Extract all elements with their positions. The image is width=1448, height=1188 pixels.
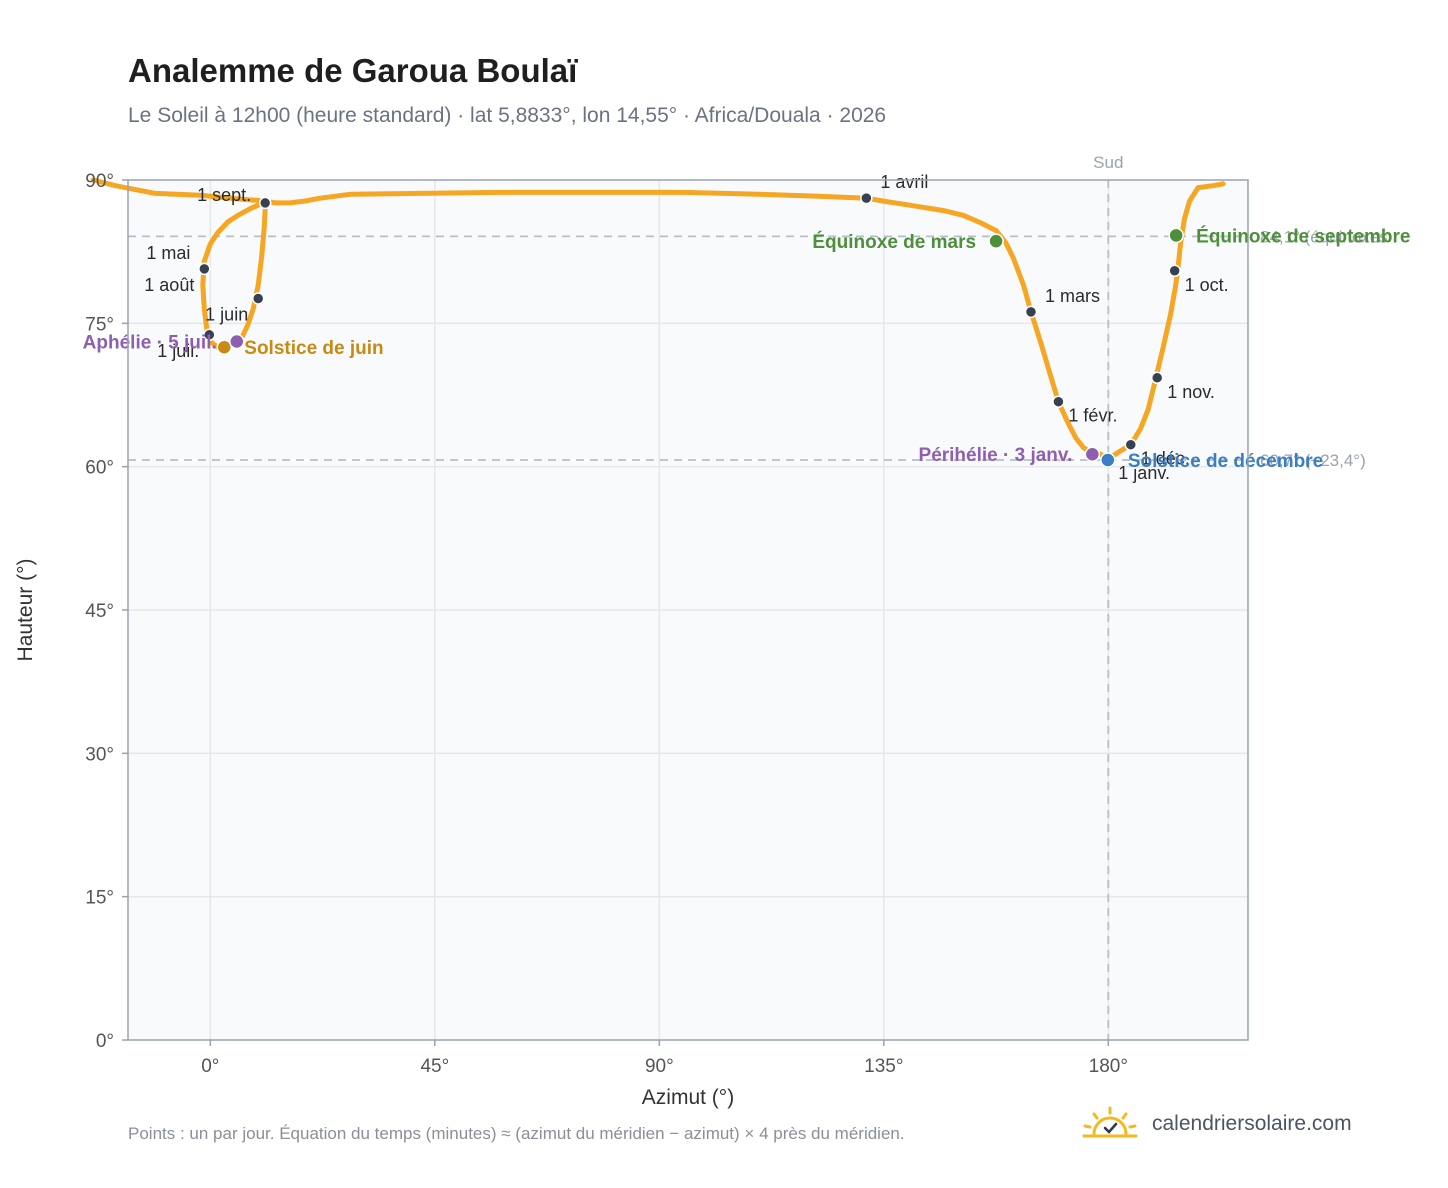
month-point-1-fevr <box>1052 395 1065 408</box>
month-label-1-mars: 1 mars <box>1045 286 1100 306</box>
month-label-1-aout: 1 août <box>144 275 194 295</box>
month-point-1-avril <box>860 191 873 205</box>
event-label-equinoxe-de-mars: Équinoxe de mars <box>812 231 976 253</box>
month-label-1-juil: 1 juil. <box>157 341 199 361</box>
event-point-solstice-de-decembre <box>1100 452 1116 468</box>
y-tick-label: 90° <box>85 171 114 192</box>
chart-subtitle: Le Soleil à 12h00 (heure standard) · lat… <box>128 104 887 127</box>
sun-check-icon <box>1082 1106 1138 1138</box>
event-label-equinoxe-de-septembre: Équinoxe de septembre <box>1196 225 1410 247</box>
month-point-1-oct <box>1168 264 1181 278</box>
reference-line-label: 84,1° (équinoxes <box>1260 227 1388 246</box>
x-axis-label: Azimut (°) <box>642 1086 734 1109</box>
chart-marks: 1 janv. 1 févr. 1 mars 1 avril 1 mai 1 juin 1 … <box>83 172 1411 483</box>
event-label-aphelie-5-juil: Aphélie · 5 juil. <box>83 332 217 353</box>
x-tick-label: 135° <box>864 1056 903 1077</box>
month-point-1-mars <box>1024 305 1038 319</box>
reference-line-label: 60,7° (−23,4°) <box>1260 451 1366 470</box>
brand[interactable]: calendriersolaire.com <box>1082 1102 1352 1146</box>
event-label-solstice-de-juin: Solstice de juin <box>244 338 383 359</box>
month-label-1-nov: 1 nov. <box>1167 382 1215 402</box>
y-tick-label: 30° <box>85 744 114 765</box>
month-label-1-janv: 1 janv. <box>1118 463 1170 483</box>
month-point-1-juil <box>203 328 216 342</box>
event-label-perihelie-3-janv: Périhélie · 3 janv. <box>919 445 1073 466</box>
event-point-equinoxe-de-septembre <box>1168 227 1184 244</box>
reference-lines: 84,1° (équinoxes 60,7° (−23,4°) Sud <box>128 153 1388 1040</box>
month-label-1-fevr: 1 févr. <box>1068 406 1117 426</box>
axis-ticks: 0° 45° 90° 135° 180° 0° 15° 30° 45° 60° 75° 90° <box>85 171 1128 1077</box>
x-tick-label: 0° <box>201 1056 219 1077</box>
y-tick-label: 45° <box>85 601 114 622</box>
event-point-equinoxe-de-mars <box>988 233 1004 249</box>
month-point-1-nov <box>1150 371 1164 385</box>
y-tick-label: 15° <box>85 888 114 909</box>
month-point-1-juin <box>251 292 265 305</box>
x-tick-label: 180° <box>1089 1056 1128 1077</box>
footer-note: Points : un par jour. Équation du temps … <box>128 1124 905 1143</box>
event-point-aphelie-5-juil <box>229 333 245 350</box>
month-label-1-sept: 1 sept. <box>197 185 251 205</box>
month-point-1-aout <box>198 262 211 276</box>
month-point-1-sept <box>258 196 272 210</box>
x-tick-label: 45° <box>420 1056 449 1077</box>
month-label-1-juin: 1 juin <box>205 304 248 324</box>
brand-name[interactable]: calendriersolaire.com <box>1152 1112 1352 1135</box>
month-label-1-avril: 1 avril <box>880 172 928 192</box>
chart-title: Analemme de Garoua Boulaï <box>128 52 578 89</box>
x-tick-label: 90° <box>645 1056 674 1077</box>
month-point-1-dec <box>1124 438 1138 451</box>
month-label-1-mai: 1 mai <box>146 243 190 263</box>
y-tick-label: 75° <box>85 314 114 335</box>
event-point-perihelie-3-janv <box>1084 446 1101 462</box>
month-label-1-oct: 1 oct. <box>1185 275 1229 295</box>
month-label-1-dec: 1 déc. <box>1141 449 1190 469</box>
y-axis-label: Hauteur (°) <box>14 559 37 662</box>
y-tick-label: 0° <box>96 1031 114 1052</box>
event-point-solstice-de-juin <box>216 339 233 355</box>
event-label-solstice-de-decembre: Solstice de décembre <box>1128 451 1323 472</box>
meridian-label: Sud <box>1093 153 1123 172</box>
y-tick-label: 60° <box>85 458 114 479</box>
